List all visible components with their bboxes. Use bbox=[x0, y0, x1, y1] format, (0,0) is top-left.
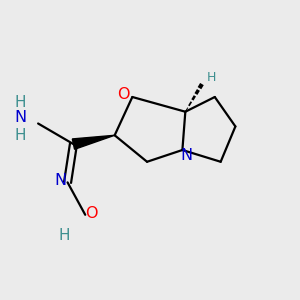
Text: H: H bbox=[15, 95, 26, 110]
Text: N: N bbox=[54, 173, 66, 188]
Text: O: O bbox=[85, 206, 98, 221]
Text: N: N bbox=[14, 110, 26, 125]
Text: H: H bbox=[207, 71, 217, 84]
Text: H: H bbox=[59, 228, 70, 243]
Text: O: O bbox=[117, 87, 130, 102]
Text: H: H bbox=[15, 128, 26, 143]
Polygon shape bbox=[72, 135, 115, 149]
Text: N: N bbox=[181, 148, 193, 164]
